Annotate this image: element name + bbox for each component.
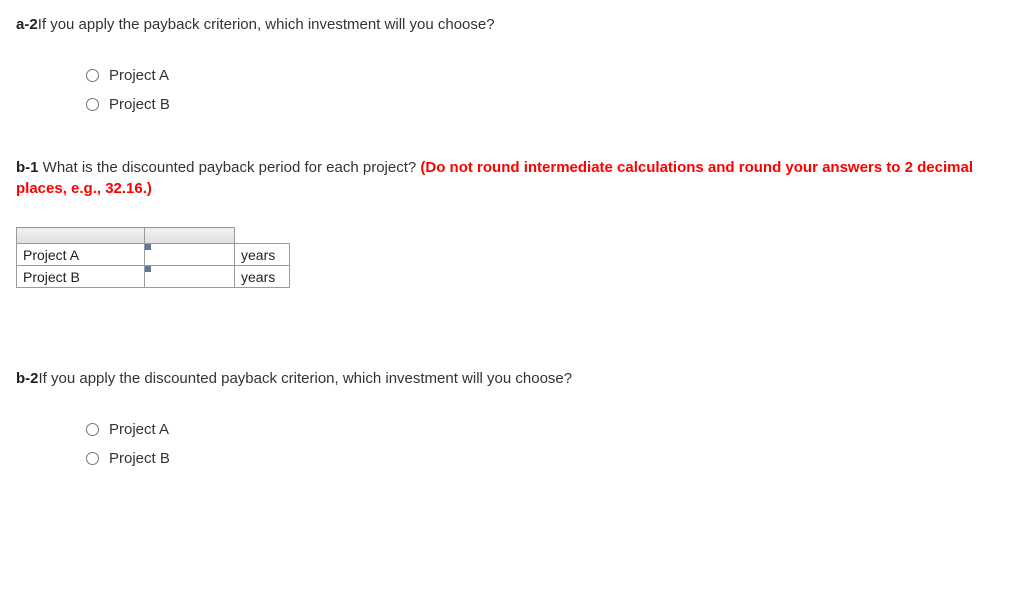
question-a2-options: Project A Project B [86, 63, 1008, 117]
option-project-a[interactable]: Project A [86, 63, 1008, 88]
question-b2-prompt: b-2If you apply the discounted payback c… [16, 368, 1008, 389]
row-label: Project B [17, 266, 145, 288]
option-label: Project A [109, 421, 169, 438]
question-b1-text: What is the discounted payback period fo… [39, 159, 421, 176]
table-header-cell [17, 228, 145, 244]
row-unit: years [235, 244, 290, 266]
question-a2-text: If you apply the payback criterion, whic… [38, 16, 495, 33]
input-marker-icon [145, 266, 151, 272]
radio-b2-project-b[interactable] [86, 452, 99, 465]
radio-a2-project-a[interactable] [86, 69, 99, 82]
option-label: Project B [109, 450, 170, 467]
option-label: Project B [109, 96, 170, 113]
row-input-cell [145, 266, 235, 288]
row-input-cell [145, 244, 235, 266]
question-b1: b-1 What is the discounted payback perio… [16, 157, 1008, 288]
table-header-cell [235, 228, 290, 244]
question-b2-options: Project A Project B [86, 417, 1008, 471]
question-a2-prompt: a-2If you apply the payback criterion, w… [16, 14, 1008, 35]
radio-a2-project-b[interactable] [86, 98, 99, 111]
answer-table-b1: Project A years Project B years [16, 227, 290, 288]
table-row: Project A years [17, 244, 290, 266]
question-b2-text: If you apply the discounted payback crit… [39, 370, 573, 387]
table-row: Project B years [17, 266, 290, 288]
table-header-row [17, 228, 290, 244]
question-b1-label: b-1 [16, 159, 39, 176]
option-project-b[interactable]: Project B [86, 446, 1008, 471]
question-b1-prompt: b-1 What is the discounted payback perio… [16, 157, 1008, 199]
question-a2-label: a-2 [16, 16, 38, 33]
input-marker-icon [145, 244, 151, 250]
table-header-cell [145, 228, 235, 244]
option-label: Project A [109, 67, 169, 84]
option-project-b[interactable]: Project B [86, 92, 1008, 117]
question-b2-label: b-2 [16, 370, 39, 387]
row-unit: years [235, 266, 290, 288]
project-b-years-input[interactable] [145, 266, 234, 287]
question-a2: a-2If you apply the payback criterion, w… [16, 14, 1008, 117]
option-project-a[interactable]: Project A [86, 417, 1008, 442]
project-a-years-input[interactable] [145, 244, 234, 265]
radio-b2-project-a[interactable] [86, 423, 99, 436]
question-b2: b-2If you apply the discounted payback c… [16, 368, 1008, 471]
row-label: Project A [17, 244, 145, 266]
